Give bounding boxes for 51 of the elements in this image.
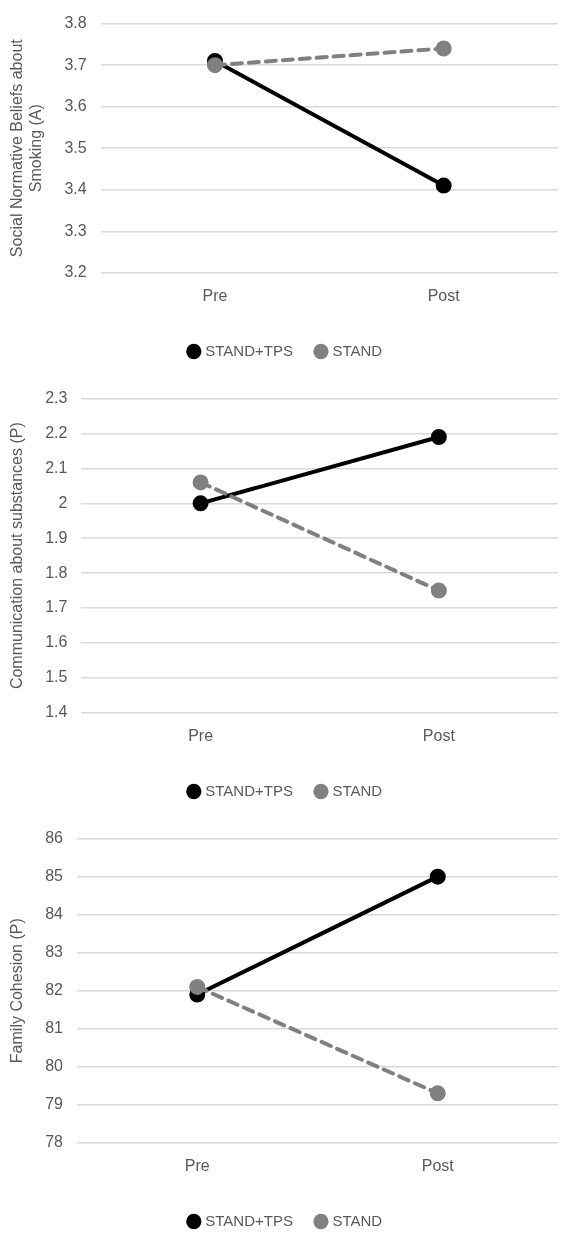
y-tick-label: 3.2	[64, 263, 87, 281]
point	[430, 429, 447, 445]
point	[435, 177, 452, 194]
y-tick-label: 78	[45, 1133, 64, 1151]
point	[206, 57, 223, 74]
y-tick-label: 3.3	[64, 221, 87, 239]
point	[192, 495, 209, 512]
y-tick-label: 3.6	[64, 97, 87, 115]
y-tick-label: 81	[45, 1019, 64, 1037]
y-tick-label: 2.1	[45, 458, 68, 476]
x-tick-label: Pre	[184, 1156, 210, 1174]
legend-label: STAND	[332, 341, 383, 359]
y-tick-label: 86	[45, 829, 64, 847]
y-tick-label: 80	[45, 1057, 64, 1075]
y-tick-label: 2.3	[45, 389, 68, 407]
y-tick-label: 1.4	[45, 703, 68, 721]
legend-label: STAND	[332, 781, 383, 799]
legend-label: STAND	[332, 1211, 383, 1229]
legend-label: STAND+TPS	[205, 781, 293, 799]
y-tick-label: 83	[45, 943, 64, 961]
y-tick-label: 3.5	[64, 138, 87, 156]
y-tick-label: 79	[45, 1095, 64, 1113]
y-tick-label: 3.7	[64, 55, 87, 73]
legend-label: STAND+TPS	[205, 341, 293, 359]
y-tick-label: 3.8	[64, 14, 87, 32]
x-tick-label: Pre	[202, 286, 228, 304]
y-tick-label: 82	[45, 981, 64, 999]
y-axis-title: Family Cohesion (P)	[8, 918, 26, 1064]
y-tick-label: 1.6	[45, 633, 68, 651]
y-tick-label: 84	[45, 905, 64, 923]
x-tick-label: Pre	[188, 726, 214, 744]
point	[430, 582, 447, 599]
point	[435, 40, 452, 57]
x-tick-label: Post	[421, 1156, 455, 1174]
point	[429, 868, 446, 885]
y-tick-label: 1.9	[45, 528, 68, 546]
y-tick-label: 1.7	[45, 598, 68, 616]
point	[429, 1085, 446, 1102]
point	[189, 978, 206, 995]
x-tick-label: Post	[427, 286, 461, 304]
x-tick-label: Post	[422, 726, 456, 744]
y-axis-title: Social Normative Beliefs about Smoking (A)	[8, 38, 45, 258]
point	[192, 474, 209, 491]
y-tick-label: 85	[45, 867, 64, 885]
y-tick-label: 1.8	[45, 563, 68, 581]
y-tick-label: 2.2	[45, 423, 68, 441]
y-axis-title: Communication about substances (P)	[8, 422, 26, 690]
y-tick-label: 2	[58, 493, 68, 511]
y-tick-label: 1.5	[45, 668, 68, 686]
legend-label: STAND+TPS	[205, 1211, 293, 1229]
y-tick-label: 3.4	[64, 180, 87, 198]
